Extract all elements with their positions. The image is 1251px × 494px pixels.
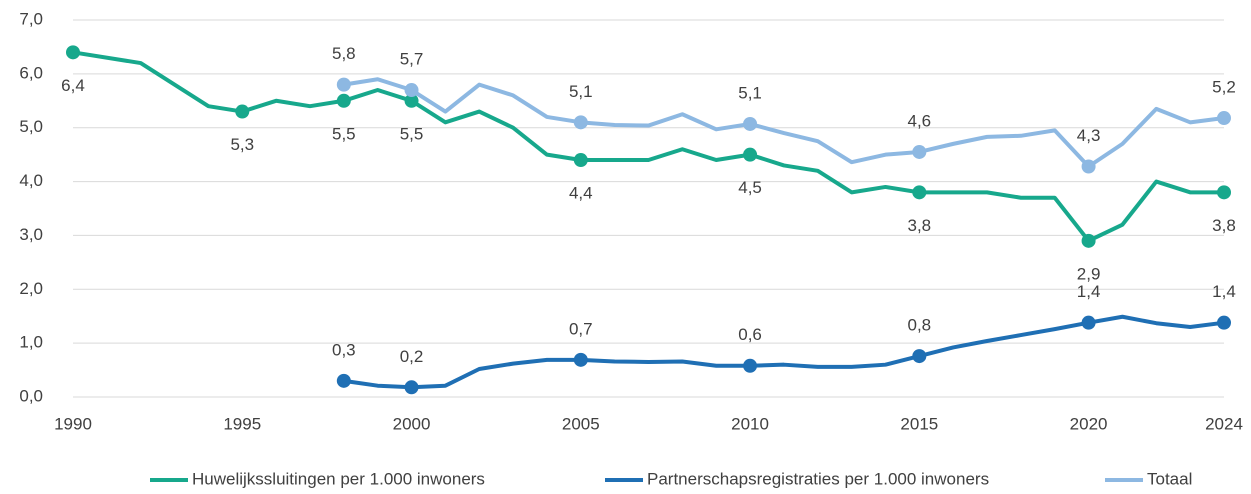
x-tick-label: 1995 — [223, 414, 261, 433]
data-label: 0,2 — [400, 347, 424, 366]
y-tick-label: 2,0 — [19, 279, 43, 298]
legend-label: Partnerschapsregistraties per 1.000 inwo… — [647, 469, 989, 488]
data-label: 5,3 — [230, 135, 254, 154]
y-tick-label: 6,0 — [19, 63, 43, 82]
data-point — [404, 380, 419, 395]
data-point — [1081, 159, 1096, 174]
legend-label: Totaal — [1147, 469, 1192, 488]
x-tick-label: 2015 — [900, 414, 938, 433]
data-point — [573, 153, 588, 168]
data-point — [1081, 315, 1096, 330]
data-point — [743, 358, 758, 373]
data-label: 5,2 — [1212, 78, 1236, 97]
data-label: 4,6 — [908, 111, 932, 130]
data-label: 3,8 — [908, 216, 932, 235]
data-point — [743, 116, 758, 131]
data-point — [1217, 185, 1231, 200]
data-point — [66, 45, 80, 60]
x-tick-label: 1990 — [54, 414, 92, 433]
data-label: 0,7 — [569, 319, 593, 338]
y-tick-label: 0,0 — [19, 386, 43, 405]
data-point — [912, 349, 927, 364]
data-label: 5,8 — [332, 44, 356, 63]
data-label: 4,3 — [1077, 126, 1101, 145]
data-point — [235, 104, 250, 119]
data-label: 0,8 — [908, 316, 932, 335]
data-point — [404, 83, 419, 98]
data-point — [1217, 315, 1231, 330]
series-line — [343, 77, 1225, 169]
data-point — [404, 93, 419, 108]
data-label: 5,1 — [738, 83, 762, 102]
data-label: 4,5 — [738, 178, 762, 197]
y-tick-label: 5,0 — [19, 117, 43, 136]
data-label: 0,6 — [738, 325, 762, 344]
data-point — [336, 373, 351, 388]
data-point — [743, 147, 758, 162]
x-tick-label: 2020 — [1070, 414, 1108, 433]
data-label: 6,4 — [61, 76, 85, 95]
data-point — [336, 77, 351, 92]
data-point — [912, 185, 927, 200]
data-label: 5,1 — [569, 82, 593, 101]
data-point — [1217, 111, 1231, 126]
data-label: 1,4 — [1212, 282, 1236, 301]
data-point — [1081, 233, 1096, 248]
x-tick-label: 2010 — [731, 414, 769, 433]
data-label: 1,4 — [1077, 282, 1101, 301]
y-tick-label: 3,0 — [19, 225, 43, 244]
legend-label: Huwelijkssluitingen per 1.000 inwoners — [192, 469, 485, 488]
data-label: 5,5 — [332, 124, 356, 143]
data-point — [573, 115, 588, 130]
data-label: 2,9 — [1077, 264, 1101, 283]
data-label: 0,3 — [332, 340, 356, 359]
y-tick-label: 4,0 — [19, 171, 43, 190]
x-tick-label: 2024 — [1205, 414, 1243, 433]
series-line — [72, 50, 1224, 243]
data-label: 5,5 — [400, 124, 424, 143]
y-tick-label: 1,0 — [19, 333, 43, 352]
data-point — [573, 352, 588, 367]
data-point — [336, 93, 351, 108]
data-label: 5,7 — [400, 49, 424, 68]
series-line — [343, 314, 1225, 390]
y-tick-label: 7,0 — [19, 9, 43, 28]
data-label: 3,8 — [1212, 216, 1236, 235]
x-tick-label: 2005 — [562, 414, 600, 433]
data-point — [912, 144, 927, 159]
data-label: 4,4 — [569, 184, 593, 203]
x-tick-label: 2000 — [393, 414, 431, 433]
